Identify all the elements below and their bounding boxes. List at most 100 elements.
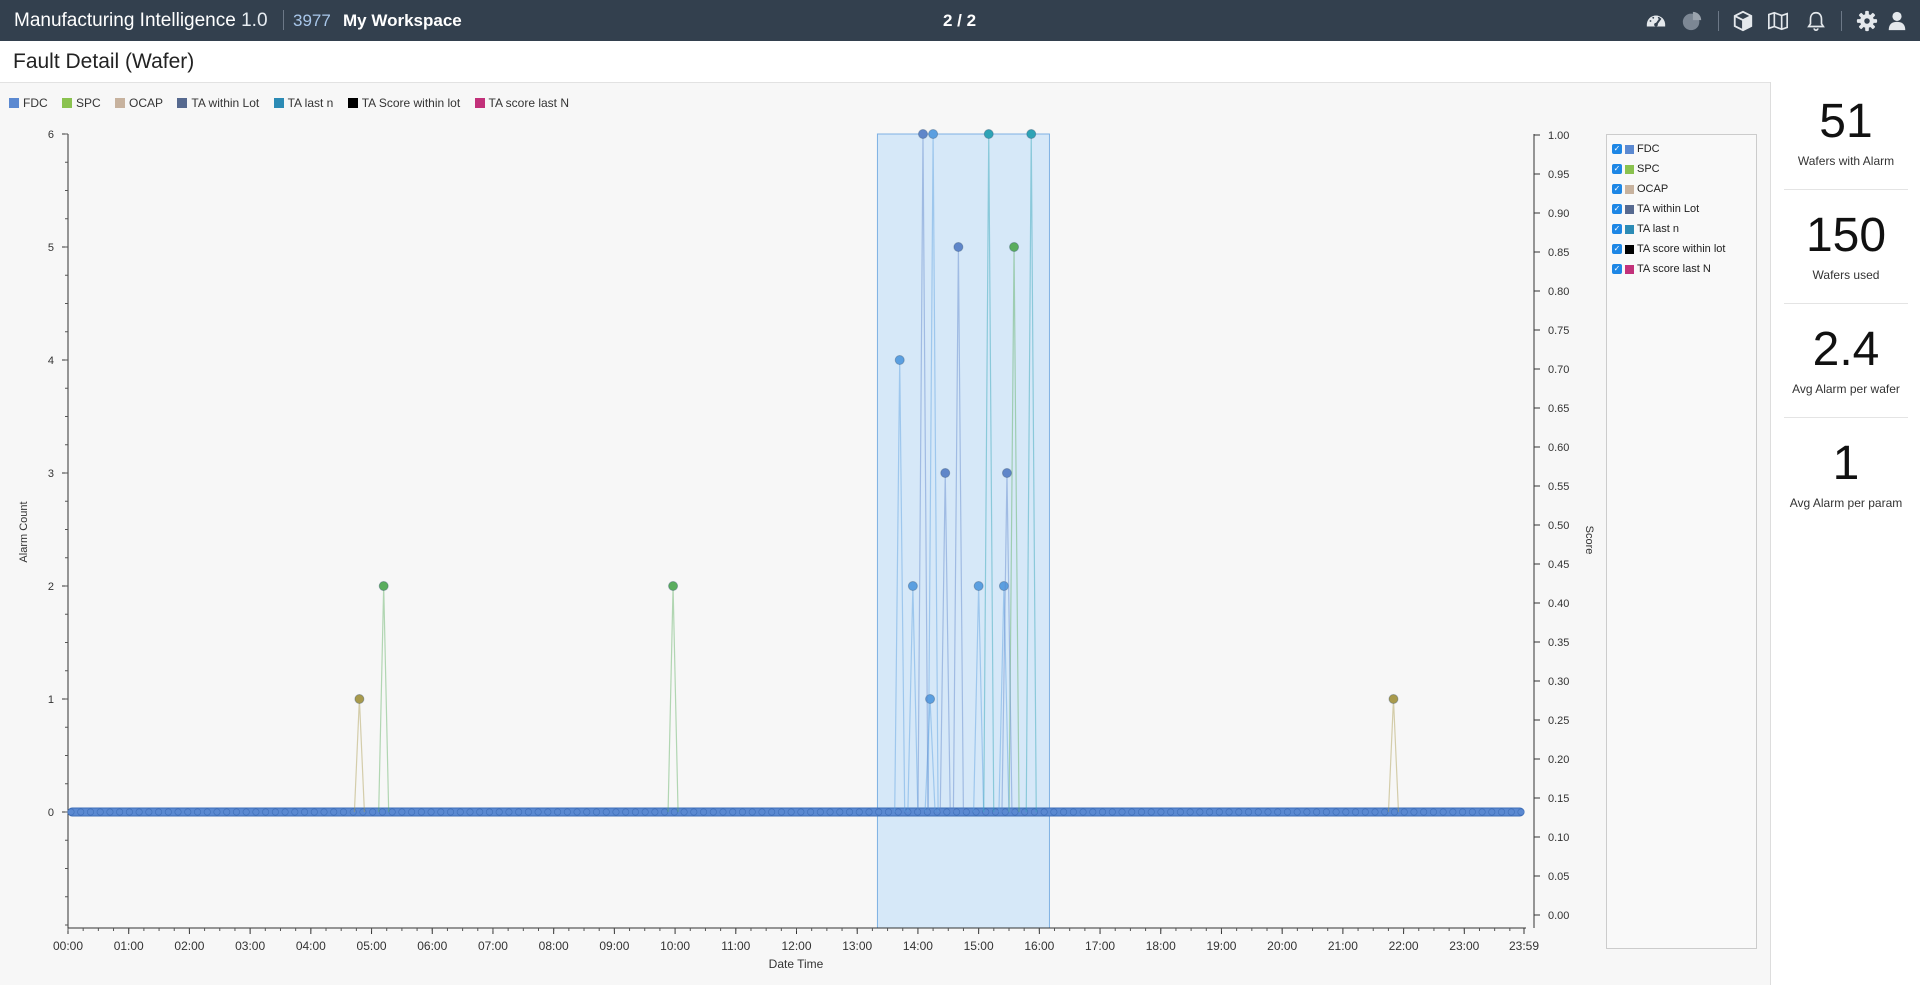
point-spc[interactable] — [668, 581, 679, 591]
baseline-point — [505, 808, 513, 816]
dashboard-icon[interactable] — [1645, 10, 1667, 32]
app-title[interactable]: Manufacturing Intelligence 1.0 — [14, 10, 268, 32]
y2-tick-label: 0.30 — [1548, 676, 1569, 688]
series-label: OCAP — [1637, 183, 1669, 195]
baseline-point — [1021, 808, 1029, 816]
point-ta-within-lot[interactable] — [917, 129, 928, 139]
y2-axis-title: Score — [1583, 526, 1595, 555]
series-toggle-ta-score-last-n[interactable]: ✓ TA score last N — [1612, 263, 1711, 280]
y-tick-label: 4 — [48, 355, 54, 367]
point-ocap[interactable] — [354, 694, 365, 704]
point-ta-within-lot[interactable] — [953, 242, 964, 252]
fault-detail-chart[interactable]: 0 1 2 3 4 5 6 Alarm Count 0.00 0.05 0.10 0.15 0.20 0.… — [0, 120, 1600, 982]
baseline-point — [203, 808, 211, 816]
legend-item-ta-last-n[interactable]: TA last n — [273, 96, 334, 110]
baseline-point — [641, 808, 649, 816]
checkbox-icon[interactable]: ✓ — [1612, 264, 1622, 275]
kpi-value: 1 — [1832, 437, 1860, 490]
series-toggle-spc[interactable]: ✓ SPC — [1612, 163, 1660, 180]
legend-label: TA last n — [287, 96, 334, 110]
checkbox-icon[interactable]: ✓ — [1612, 144, 1622, 155]
baseline-point — [670, 808, 678, 816]
baseline-point — [437, 808, 445, 816]
point-fdc[interactable] — [894, 355, 905, 365]
x-tick-label: 15:00 — [964, 939, 994, 953]
legend-item-fdc[interactable]: FDC — [9, 96, 48, 110]
baseline-point — [67, 808, 75, 816]
point-fdc[interactable] — [973, 581, 984, 591]
pie-chart-icon[interactable] — [1681, 10, 1703, 32]
point-ta-last-n[interactable] — [983, 129, 994, 139]
baseline-point — [1137, 808, 1145, 816]
baseline-point — [1128, 808, 1136, 816]
series-label: SPC — [1637, 163, 1660, 175]
point-fdc[interactable] — [998, 581, 1009, 591]
legend-item-ta-score-within-lot[interactable]: TA Score within lot — [347, 96, 460, 110]
baseline-point — [1293, 808, 1301, 816]
legend-label: SPC — [76, 96, 101, 110]
checkbox-icon[interactable]: ✓ — [1612, 184, 1622, 195]
x-tick-label: 04:00 — [296, 939, 326, 953]
point-spc[interactable] — [378, 581, 389, 591]
baseline-point — [1040, 808, 1048, 816]
series-toggle-ocap[interactable]: ✓ OCAP — [1612, 183, 1668, 200]
y2-tick-label: 0.65 — [1548, 403, 1569, 415]
gear-icon[interactable] — [1856, 10, 1878, 32]
workspace-name[interactable]: My Workspace — [343, 11, 462, 30]
baseline-point — [962, 808, 970, 816]
baseline-point — [904, 808, 912, 816]
y2-tick-label: 0.20 — [1548, 754, 1569, 766]
page-title: Fault Detail (Wafer) — [13, 50, 195, 73]
baseline-point — [388, 808, 396, 816]
series-toggle-ta-score-within-lot[interactable]: ✓ TA score within lot — [1612, 243, 1725, 260]
point-ocap[interactable] — [1388, 694, 1399, 704]
baseline-point — [262, 808, 270, 816]
cube-icon[interactable] — [1732, 10, 1754, 32]
point-fdc[interactable] — [925, 694, 936, 704]
checkbox-icon[interactable]: ✓ — [1612, 204, 1622, 215]
series-swatch — [1625, 184, 1634, 194]
y2-tick-label: 0.35 — [1548, 637, 1569, 649]
baseline-point — [865, 808, 873, 816]
point-fdc[interactable] — [907, 581, 918, 591]
baseline-point — [933, 808, 941, 816]
baseline-point — [359, 808, 367, 816]
bell-icon[interactable] — [1805, 10, 1827, 32]
top-bar: Manufacturing Intelligence 1.0 3977 My W… — [0, 0, 1920, 41]
user-icon[interactable] — [1886, 10, 1908, 32]
baseline-point — [855, 808, 863, 816]
point-ta-within-lot[interactable] — [1001, 468, 1012, 478]
baseline-point — [894, 808, 902, 816]
point-ta-within-lot[interactable] — [940, 468, 951, 478]
checkbox-icon[interactable]: ✓ — [1612, 164, 1622, 175]
baseline-point — [1352, 808, 1360, 816]
y2-tick-label: 0.85 — [1548, 247, 1569, 259]
y2-tick-label: 0.75 — [1548, 325, 1569, 337]
baseline-point — [1390, 808, 1398, 816]
baseline-point — [271, 808, 279, 816]
baseline-point — [1429, 808, 1437, 816]
baseline-point — [1322, 808, 1330, 816]
legend-item-ta-score-last-n[interactable]: TA score last N — [474, 96, 569, 110]
point-spc[interactable] — [1009, 242, 1020, 252]
point-fdc[interactable] — [928, 129, 939, 139]
series-toggle-ta-last-n[interactable]: ✓ TA last n — [1612, 223, 1679, 240]
legend-item-ta-within-lot[interactable]: TA within Lot — [177, 96, 259, 110]
series-toggle-fdc[interactable]: ✓ FDC — [1612, 143, 1660, 160]
baseline-point — [1001, 808, 1009, 816]
x-tick-label: 11:00 — [721, 939, 750, 953]
legend-item-ocap[interactable]: OCAP — [115, 96, 163, 110]
spike-spc — [667, 585, 679, 813]
legend-item-spc[interactable]: SPC — [62, 96, 101, 110]
series-swatch — [1625, 164, 1634, 174]
baseline-point — [583, 808, 591, 816]
spike-spc — [378, 585, 390, 813]
checkbox-icon[interactable]: ✓ — [1612, 244, 1622, 255]
checkbox-icon[interactable]: ✓ — [1612, 224, 1622, 235]
workspace-id[interactable]: 3977 — [293, 11, 331, 30]
map-icon[interactable] — [1767, 10, 1789, 32]
series-label: TA within Lot — [1637, 203, 1700, 215]
baseline-point — [1361, 808, 1369, 816]
series-toggle-ta-within-lot[interactable]: ✓ TA within Lot — [1612, 203, 1699, 220]
point-ta-last-n[interactable] — [1026, 129, 1037, 139]
